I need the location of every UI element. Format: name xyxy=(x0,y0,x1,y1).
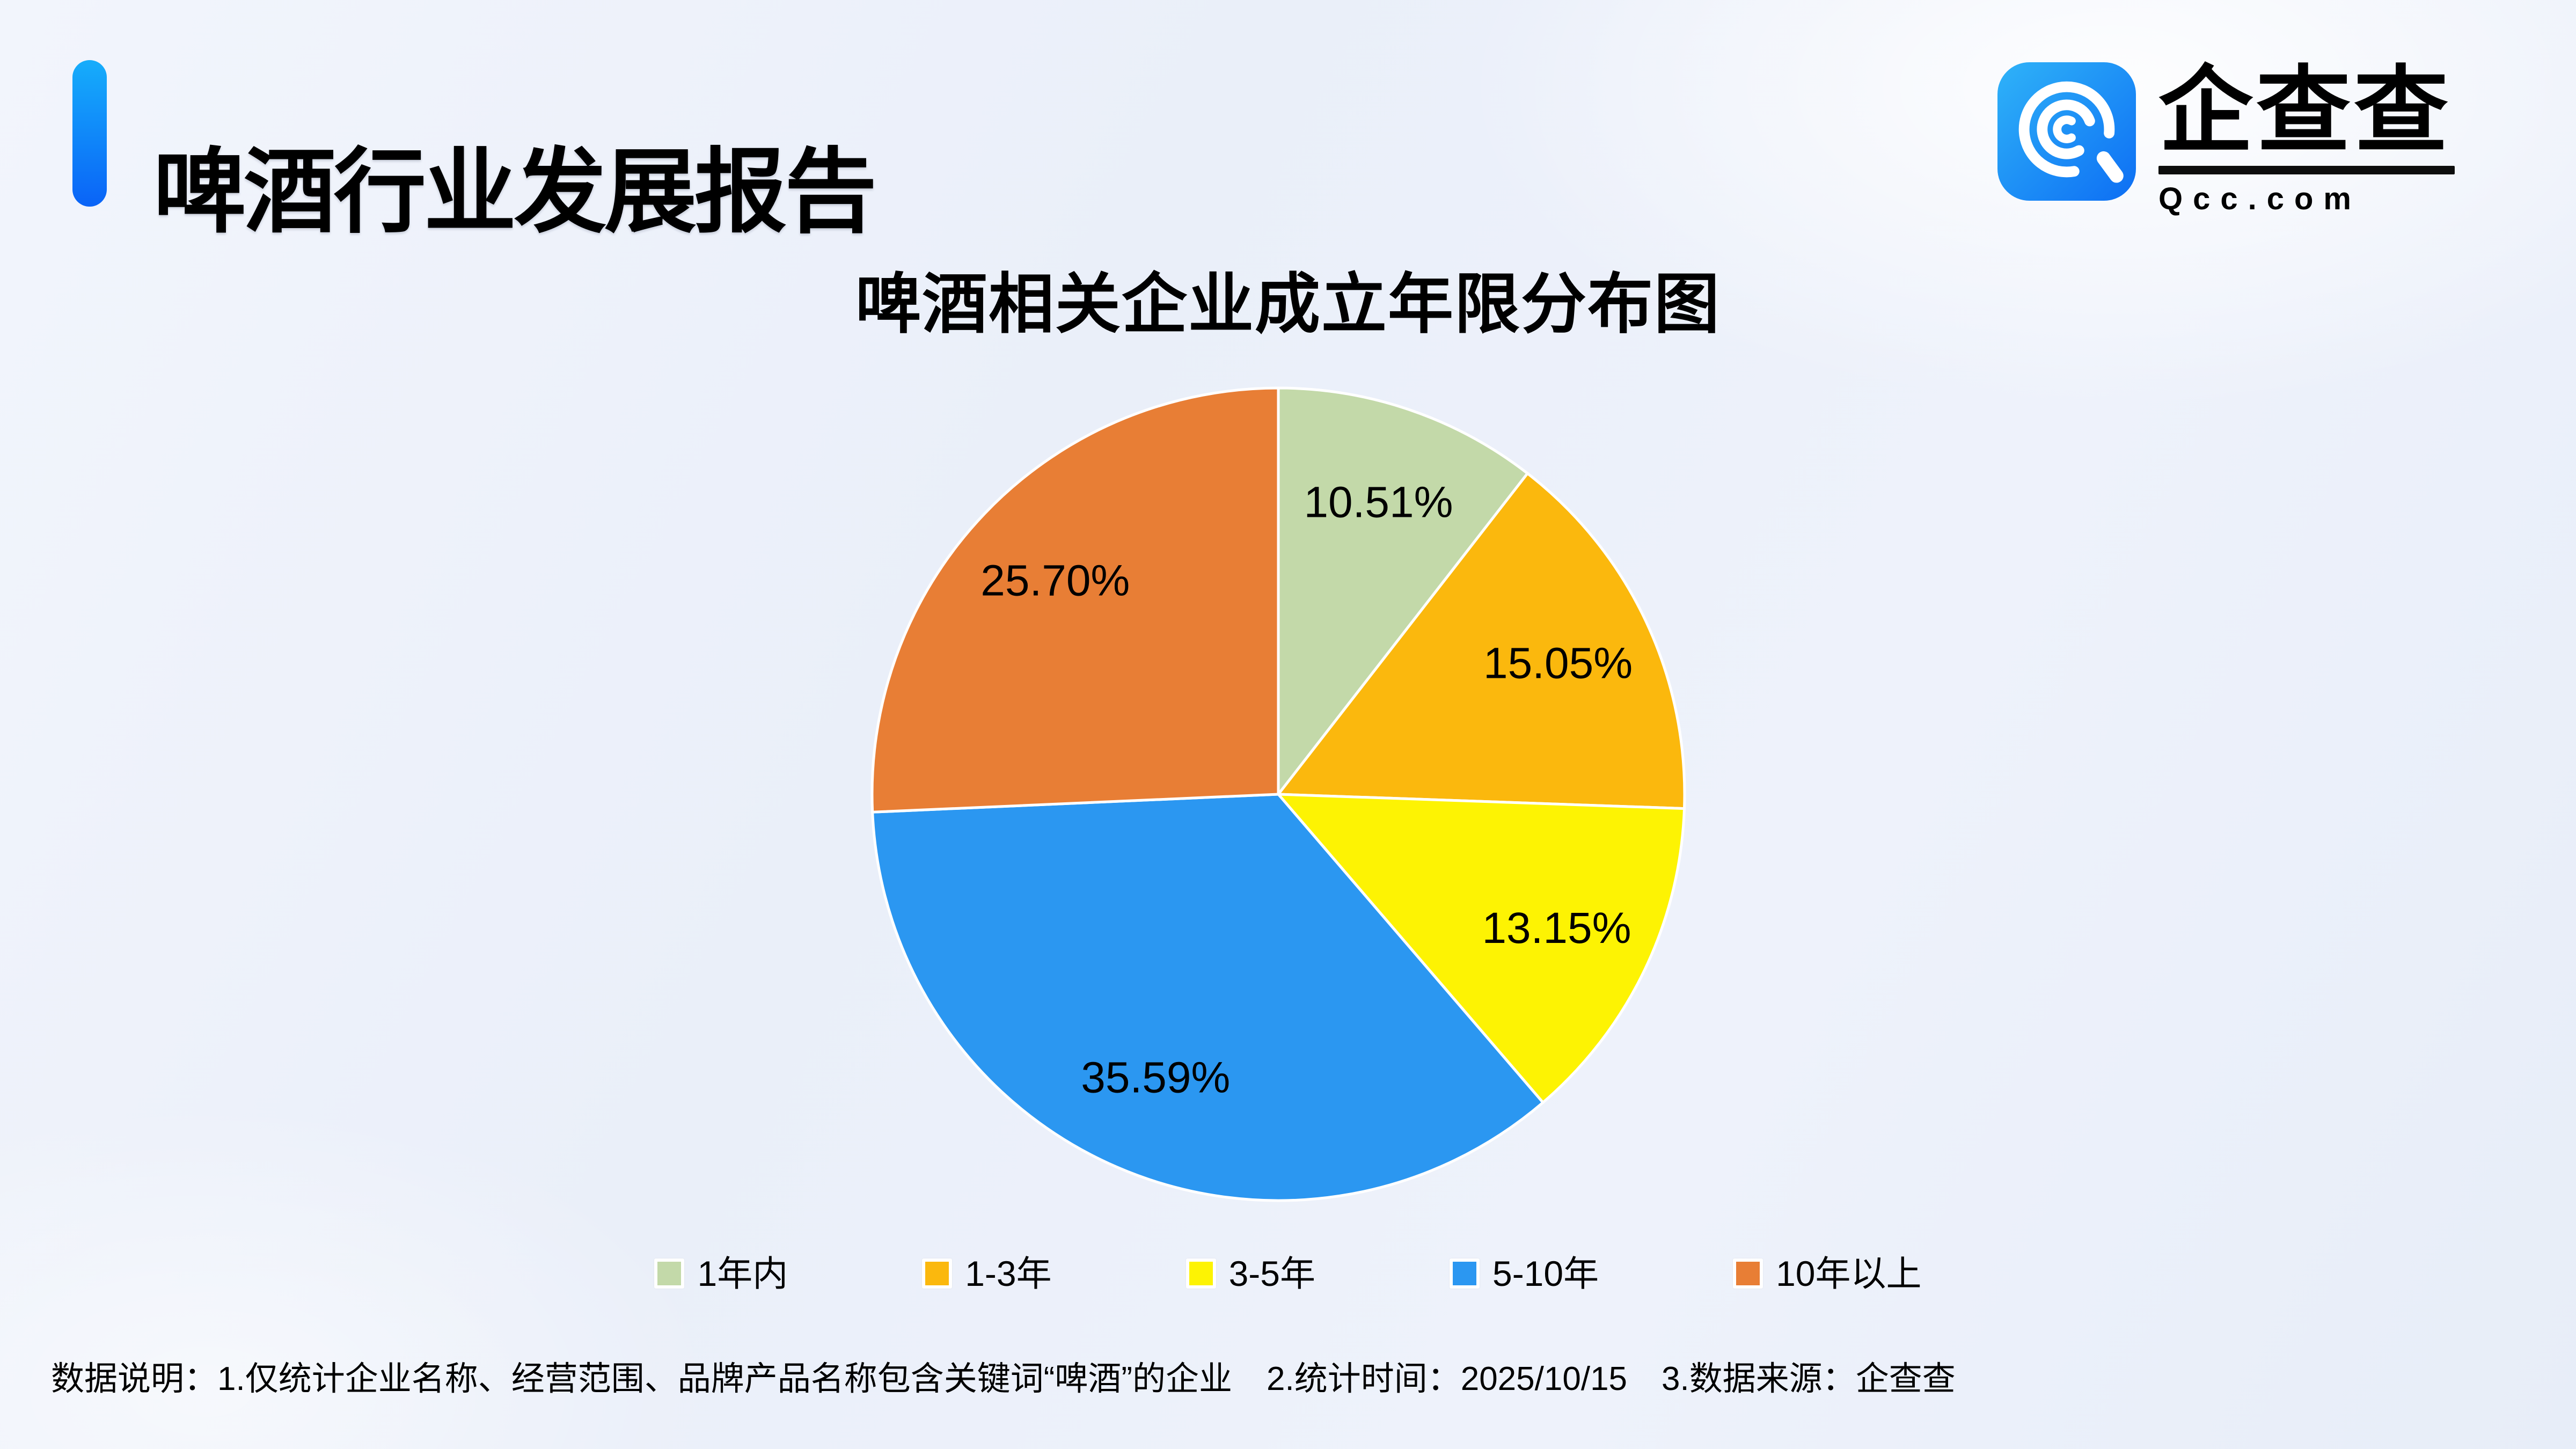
pie-slice-0 xyxy=(1277,386,1529,796)
chart-legend: 1年内 1-3年 3-5年 5-10年 10年以上 xyxy=(0,1256,2576,1291)
legend-swatch-2 xyxy=(1185,1258,1216,1289)
data-note-source: 3.数据来源：企查查 xyxy=(1662,1360,1956,1397)
legend-swatch-3 xyxy=(1449,1258,1480,1289)
pie-percent-label-4: 25.70% xyxy=(980,557,1130,605)
legend-swatch-1 xyxy=(922,1258,953,1289)
pie-slice-1 xyxy=(1277,472,1686,810)
pie-slice-4 xyxy=(870,386,1280,814)
legend-label-3: 5-10年 xyxy=(1492,1254,1599,1293)
legend-label-4: 10年以上 xyxy=(1776,1254,1922,1293)
pie-slice-3 xyxy=(871,793,1545,1202)
pie-percent-label-2: 13.15% xyxy=(1482,904,1631,953)
chart-title: 啤酒相关企业成立年限分布图 xyxy=(855,268,1721,341)
brand-domain: Qcc.com xyxy=(2158,181,2361,217)
pie-percent-label-1: 15.05% xyxy=(1483,639,1633,688)
pie-percent-label-0: 10.51% xyxy=(1304,478,1453,526)
legend-item-3: 5-10年 xyxy=(1449,1254,1599,1293)
legend-swatch-4 xyxy=(1733,1258,1763,1289)
pie-slice-2 xyxy=(1277,793,1686,1104)
qcc-magnifier-q-icon xyxy=(1997,62,2136,201)
data-notes: 数据说明：1.仅统计企业名称、经营范围、品牌产品名称包含关键词“啤酒”的企业 2… xyxy=(51,1351,2544,1400)
data-note-scope: 数据说明：1.仅统计企业名称、经营范围、品牌产品名称包含关键词“啤酒”的企业 xyxy=(51,1360,1233,1397)
title-accent-bar xyxy=(72,60,107,207)
page-title: 啤酒行业发展报告 xyxy=(153,141,877,244)
legend-item-1: 1-3年 xyxy=(922,1254,1052,1293)
legend-swatch-0 xyxy=(654,1258,685,1289)
legend-label-0: 1年内 xyxy=(697,1254,788,1293)
legend-label-1: 1-3年 xyxy=(965,1254,1052,1293)
legend-item-0: 1年内 xyxy=(654,1256,788,1291)
legend-label-2: 3-5年 xyxy=(1228,1254,1315,1293)
brand-text: 企查查 Qcc.com xyxy=(2158,62,2455,217)
brand-logo: 企查查 Qcc.com xyxy=(1997,62,2455,217)
pie-chart: 10.51% 15.05% 13.15% 35.59% 25.70% xyxy=(870,386,1686,1202)
pie-percent-label-3: 35.59% xyxy=(1081,1053,1230,1102)
legend-item-2: 3-5年 xyxy=(1185,1254,1315,1293)
brand-name: 企查查 xyxy=(2158,58,2452,164)
legend-item-4: 10年以上 xyxy=(1733,1254,1922,1293)
brand-underline xyxy=(2158,166,2455,175)
data-note-date: 2.统计时间：2025/10/15 xyxy=(1267,1360,1628,1397)
